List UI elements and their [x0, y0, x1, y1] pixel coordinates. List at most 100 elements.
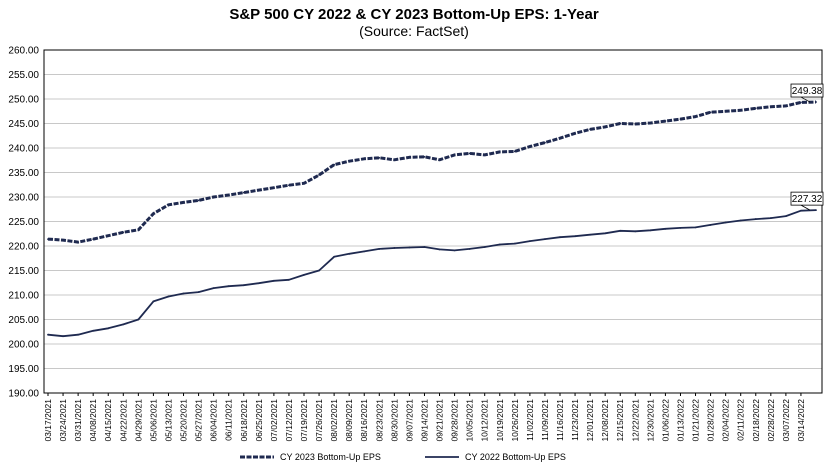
chart-title: S&P 500 CY 2022 & CY 2023 Bottom-Up EPS:…	[229, 6, 598, 23]
x-tick-label: 11/16/2021	[555, 399, 565, 441]
x-tick-label: 10/12/2021	[480, 399, 490, 442]
x-tick-label: 02/18/2022	[751, 399, 761, 442]
data-point	[393, 158, 396, 161]
data-point	[242, 191, 245, 194]
x-tick-label: 10/26/2021	[510, 399, 520, 442]
data-point	[303, 182, 305, 185]
data-point	[47, 238, 49, 241]
data-point	[619, 229, 622, 232]
data-point	[77, 333, 80, 336]
data-point	[408, 246, 411, 249]
y-tick-label: 245.00	[8, 119, 39, 130]
callout-label: 249.38	[792, 86, 823, 97]
data-point	[363, 157, 366, 160]
data-point	[634, 123, 637, 125]
data-point	[272, 279, 275, 282]
callout-label: 227.32	[792, 194, 823, 205]
data-point	[724, 221, 727, 224]
data-point	[483, 246, 486, 248]
data-point	[800, 209, 802, 212]
x-tick-label: 12/08/2021	[600, 399, 610, 442]
data-point	[378, 156, 381, 159]
x-tick-label: 08/16/2021	[359, 399, 369, 442]
legend: CY 2023 Bottom-Up EPS CY 2022 Bottom-Up E…	[240, 452, 566, 462]
y-tick-label: 215.00	[8, 266, 39, 277]
y-tick-label: 195.00	[8, 364, 39, 375]
x-tick-label: 04/08/2021	[88, 399, 98, 442]
y-tick-label: 260.00	[8, 46, 39, 57]
y-tick-label: 205.00	[8, 315, 39, 326]
data-point	[769, 105, 772, 108]
data-point	[92, 238, 95, 241]
data-point	[800, 101, 802, 104]
x-tick-label: 08/30/2021	[389, 399, 399, 442]
x-tick-label: 10/19/2021	[495, 399, 505, 442]
data-point	[544, 141, 546, 144]
data-point	[167, 203, 170, 206]
y-axis-ticks: 190.00 195.00 200.00 205.00 210.00 215.00 220.…	[8, 46, 39, 400]
data-point	[227, 194, 230, 196]
data-point	[197, 199, 200, 202]
callout-box	[790, 83, 824, 98]
x-tick-label: 07/02/2021	[269, 399, 279, 442]
data-point	[408, 156, 411, 159]
data-point	[604, 126, 607, 128]
chart-subtitle: (Source: FactSet)	[359, 23, 469, 39]
plot-area	[43, 49, 823, 394]
x-tick-label: 09/21/2021	[435, 399, 445, 442]
x-tick-label: 04/29/2021	[133, 399, 143, 442]
data-point	[468, 152, 471, 155]
x-tick-label: 11/09/2021	[540, 399, 550, 441]
value-callouts: 249.38 227.32	[790, 83, 824, 211]
data-point	[438, 158, 441, 161]
y-tick-label: 225.00	[8, 217, 39, 228]
data-point	[453, 249, 456, 252]
data-point	[257, 282, 260, 285]
x-tick-label: 08/09/2021	[344, 399, 354, 442]
data-point	[649, 229, 652, 232]
data-point	[212, 287, 215, 290]
x-tick-label: 03/24/2021	[58, 399, 68, 442]
data-point	[544, 238, 546, 241]
data-point	[107, 327, 110, 330]
series-line-cy2023	[47, 100, 817, 244]
x-tick-label: 05/20/2021	[179, 399, 189, 442]
y-tick-label: 230.00	[8, 193, 39, 204]
data-point	[288, 278, 290, 281]
y-tick-label: 235.00	[8, 168, 39, 179]
x-tick-label: 07/26/2021	[314, 399, 324, 442]
x-tick-label: 11/02/2021	[525, 399, 535, 441]
data-point	[167, 295, 170, 298]
callout-box	[790, 191, 824, 206]
data-point	[423, 246, 426, 248]
x-tick-label: 05/27/2021	[194, 399, 204, 442]
data-point	[574, 235, 576, 238]
x-tick-label: 11/23/2021	[570, 399, 580, 441]
data-point	[513, 242, 516, 245]
data-point	[739, 219, 742, 222]
x-tick-label: 09/28/2021	[450, 399, 460, 442]
data-point	[709, 111, 712, 114]
data-point	[152, 212, 155, 215]
x-tick-label: 04/15/2021	[103, 399, 113, 442]
data-point	[634, 230, 637, 233]
data-point	[333, 163, 336, 166]
data-point	[559, 137, 561, 140]
data-point	[604, 232, 607, 235]
data-point	[257, 189, 260, 192]
x-tick-label: 07/19/2021	[299, 399, 309, 442]
data-point	[182, 292, 185, 295]
x-tick-label: 05/13/2021	[163, 399, 173, 442]
data-point	[754, 218, 757, 220]
data-point	[513, 150, 516, 153]
data-point	[137, 228, 140, 231]
legend-label-cy2023: CY 2023 Bottom-Up EPS	[280, 452, 381, 462]
data-point	[754, 107, 757, 110]
x-tick-label: 10/05/2021	[465, 399, 475, 442]
data-point	[303, 274, 305, 276]
data-point	[528, 145, 531, 148]
legend-label-cy2022: CY 2022 Bottom-Up EPS	[465, 452, 566, 462]
data-point	[212, 196, 215, 198]
x-tick-label: 08/23/2021	[374, 399, 384, 442]
data-point	[197, 291, 200, 293]
